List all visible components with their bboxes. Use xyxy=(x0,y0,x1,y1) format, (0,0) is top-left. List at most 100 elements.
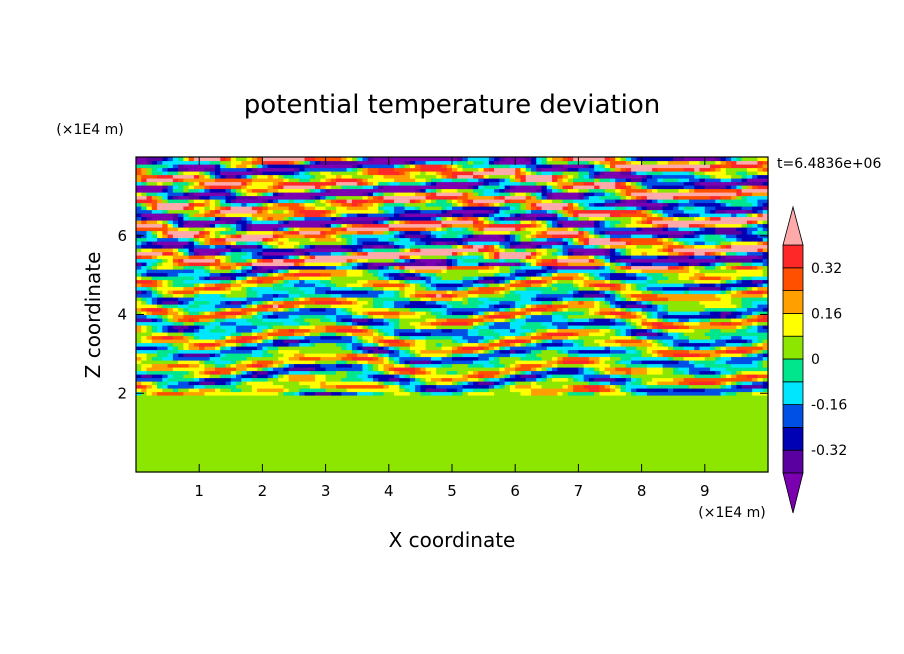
heatmap-cell xyxy=(267,388,274,393)
heatmap-cell xyxy=(209,265,216,270)
heatmap-cell xyxy=(151,468,158,473)
heatmap-cell xyxy=(336,447,343,452)
heatmap-cell xyxy=(351,454,358,459)
heatmap-cell xyxy=(146,314,153,319)
heatmap-cell xyxy=(141,223,148,228)
heatmap-cell xyxy=(320,405,327,410)
heatmap-cell xyxy=(362,374,369,379)
heatmap-cell xyxy=(388,433,395,438)
heatmap-cell xyxy=(299,209,306,214)
heatmap-cell xyxy=(151,388,158,393)
heatmap-cell xyxy=(157,307,163,312)
heatmap-cell xyxy=(415,444,422,449)
heatmap-cell xyxy=(215,293,221,298)
heatmap-cell xyxy=(378,293,385,298)
heatmap-cell xyxy=(246,468,253,473)
heatmap-cell xyxy=(262,391,269,396)
heatmap-cell xyxy=(304,465,311,470)
heatmap-cell xyxy=(362,416,369,421)
heatmap-cell xyxy=(278,269,285,274)
heatmap-cell xyxy=(241,321,248,326)
heatmap-cell xyxy=(346,451,353,456)
heatmap-cell xyxy=(394,321,400,326)
heatmap-cell xyxy=(320,468,327,473)
heatmap-cell xyxy=(383,349,390,354)
heatmap-cell xyxy=(236,325,242,330)
heatmap-cell xyxy=(267,395,274,400)
heatmap-cell xyxy=(346,461,353,466)
heatmap-cell xyxy=(151,195,158,200)
heatmap-cell xyxy=(230,444,237,449)
heatmap-cell xyxy=(362,265,369,270)
heatmap-cell xyxy=(409,412,416,417)
heatmap-cell xyxy=(320,300,327,305)
heatmap-cell xyxy=(183,304,190,309)
heatmap-cell xyxy=(236,374,242,379)
chart-title: potential temperature deviation xyxy=(244,90,660,120)
heatmap-cell xyxy=(141,437,148,442)
heatmap-cell xyxy=(251,192,258,197)
heatmap-cell xyxy=(241,286,248,291)
heatmap-cell xyxy=(199,188,206,193)
heatmap-cell xyxy=(420,318,427,323)
heatmap-cell xyxy=(188,409,195,414)
heatmap-cell xyxy=(151,391,158,396)
heatmap-cell xyxy=(272,454,279,459)
heatmap-cell xyxy=(215,272,221,277)
heatmap-cell xyxy=(388,230,395,235)
heatmap-cell xyxy=(215,304,221,309)
heatmap-cell xyxy=(330,160,337,165)
heatmap-cell xyxy=(241,353,248,358)
heatmap-cell xyxy=(299,276,306,281)
heatmap-cell xyxy=(420,157,427,162)
heatmap-cell xyxy=(157,444,163,449)
heatmap-cell xyxy=(267,454,274,459)
heatmap-cell xyxy=(183,412,190,417)
heatmap-cell xyxy=(299,157,306,162)
heatmap-cell xyxy=(283,185,290,190)
heatmap-cell xyxy=(362,244,369,249)
heatmap-cell xyxy=(373,370,379,375)
heatmap-cell xyxy=(151,328,158,333)
heatmap-cell xyxy=(399,223,406,228)
heatmap-cell xyxy=(415,342,422,347)
heatmap-cell xyxy=(362,160,369,165)
heatmap-cell xyxy=(299,374,306,379)
heatmap-cell xyxy=(172,258,179,263)
heatmap-cell xyxy=(383,461,390,466)
heatmap-cell xyxy=(341,381,348,386)
heatmap-cell xyxy=(325,409,332,414)
heatmap-cell xyxy=(394,349,400,354)
heatmap-cell xyxy=(230,412,237,417)
heatmap-cell xyxy=(262,290,269,295)
heatmap-cell xyxy=(199,230,206,235)
heatmap-cell xyxy=(241,283,248,288)
heatmap-cell xyxy=(251,339,258,344)
heatmap-cell xyxy=(267,346,274,351)
heatmap-cell xyxy=(330,234,337,239)
heatmap-cell xyxy=(172,227,179,232)
heatmap-cell xyxy=(251,388,258,393)
heatmap-cell xyxy=(420,283,427,288)
heatmap-cell xyxy=(378,454,385,459)
heatmap-cell xyxy=(351,269,358,274)
heatmap-cell xyxy=(404,237,411,242)
heatmap-cell xyxy=(346,360,353,365)
heatmap-cell xyxy=(272,374,279,379)
heatmap-cell xyxy=(299,377,306,382)
heatmap-cell xyxy=(220,465,227,470)
heatmap-cell xyxy=(178,255,185,260)
heatmap-cell xyxy=(388,332,395,337)
heatmap-cell xyxy=(404,199,411,204)
heatmap-cell xyxy=(188,416,195,421)
heatmap-cell xyxy=(378,202,385,207)
heatmap-cell xyxy=(341,346,348,351)
heatmap-cell xyxy=(288,444,295,449)
heatmap-cell xyxy=(209,227,216,232)
heatmap-cell xyxy=(220,167,227,172)
heatmap-cell xyxy=(157,223,163,228)
heatmap-cell xyxy=(325,234,332,239)
heatmap-cell xyxy=(220,223,227,228)
heatmap-cell xyxy=(378,461,385,466)
heatmap-cell xyxy=(341,157,348,162)
